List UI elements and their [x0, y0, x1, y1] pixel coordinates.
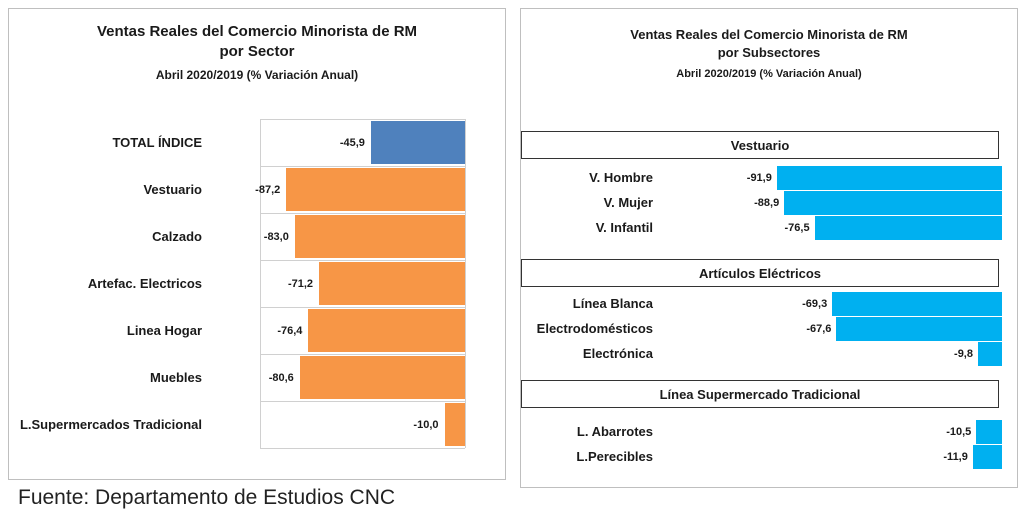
subsector-value-label: -11,9 — [943, 451, 968, 463]
subsector-value-label: -67,6 — [806, 323, 832, 335]
sector-category-label: Linea Hogar — [126, 323, 202, 338]
sector-chart-subtitle: Abril 2020/2019 (% Variación Anual) — [155, 68, 359, 82]
sector-value-label: -71,2 — [287, 278, 314, 290]
grid-line-horizontal — [260, 119, 465, 120]
subsector-group-header: Línea Supermercado Tradicional — [521, 380, 999, 408]
subsector-value-label: -76,5 — [784, 222, 810, 234]
subsector-category-label: V. Mujer — [603, 195, 653, 210]
subsector-bar — [832, 292, 1002, 316]
sector-bar — [444, 403, 465, 446]
subsector-group-header: Vestuario — [521, 131, 999, 159]
subsector-value-label: -10,5 — [946, 426, 972, 438]
subsector-bar — [814, 216, 1002, 240]
grid-line-vertical — [260, 119, 261, 448]
sector-value-label: -83,0 — [263, 231, 289, 243]
grid-line-horizontal — [260, 166, 465, 167]
sector-category-label: Calzado — [152, 229, 202, 244]
subsector-bar — [776, 166, 1002, 190]
subsector-bar — [976, 420, 1002, 444]
subsector-chart-title-line2: por Subsectores — [717, 45, 821, 60]
subsector-group-header: Artículos Eléctricos — [521, 259, 999, 287]
subsector-bar — [972, 445, 1002, 469]
sector-category-label: L.Supermercados Tradicional — [19, 417, 202, 432]
subsector-category-label: V. Hombre — [589, 170, 653, 185]
subsector-value-label: -91,9 — [746, 172, 772, 184]
subsector-value-label: -88,9 — [754, 197, 780, 209]
subsector-chart-title-line1: Ventas Reales del Comercio Minorista de … — [630, 27, 908, 42]
sector-value-label: -76,4 — [277, 325, 303, 337]
sector-category-label: Artefac. Electricos — [87, 276, 202, 291]
subsector-bar — [784, 191, 1002, 215]
sector-bar — [319, 262, 465, 305]
subsector-bar — [836, 317, 1002, 341]
subsector-value-label: -9,8 — [954, 348, 973, 360]
subsector-bar — [977, 342, 1002, 366]
sector-value-label: -80,6 — [268, 372, 294, 384]
sector-chart-panel: Ventas Reales del Comercio Minorista de … — [8, 8, 506, 480]
grid-line-horizontal — [260, 448, 465, 449]
sector-bar — [370, 121, 465, 164]
subsector-chart-subtitle: Abril 2020/2019 (% Variación Anual) — [676, 68, 862, 80]
grid-line-horizontal — [260, 307, 465, 308]
sector-chart-title-line2: por Sector — [219, 43, 295, 60]
grid-line-vertical — [465, 119, 466, 448]
source-note: Fuente: Departamento de Estudios CNC — [18, 486, 396, 509]
sector-category-label: Muebles — [149, 370, 202, 385]
grid-line-horizontal — [260, 401, 465, 402]
subsector-chart-panel: Ventas Reales del Comercio Minorista de … — [520, 8, 1018, 488]
sector-bar — [286, 168, 465, 211]
sector-value-label: -10,0 — [413, 419, 439, 431]
grid-line-horizontal — [260, 260, 465, 261]
grid-line-horizontal — [260, 213, 465, 214]
grid-line-horizontal — [260, 354, 465, 355]
subsector-category-label: Electrodomésticos — [536, 321, 653, 336]
sector-bar — [294, 215, 465, 258]
subsector-value-label: -69,3 — [802, 298, 828, 310]
sector-category-label: TOTAL ÍNDICE — [112, 135, 202, 150]
subsector-category-label: Electrónica — [582, 346, 653, 361]
subsector-category-label: L. Abarrotes — [576, 424, 653, 439]
sector-bar — [299, 356, 465, 399]
subsector-category-label: V. Infantil — [595, 220, 653, 235]
sector-value-label: -45,9 — [339, 137, 365, 149]
sector-value-label: -87,2 — [255, 184, 281, 196]
subsector-category-label: L.Perecibles — [576, 449, 653, 464]
sector-bar — [308, 309, 465, 352]
sector-chart-title-line1: Ventas Reales del Comercio Minorista de … — [96, 23, 418, 40]
sector-category-label: Vestuario — [143, 182, 202, 197]
subsector-category-label: Línea Blanca — [572, 296, 653, 311]
